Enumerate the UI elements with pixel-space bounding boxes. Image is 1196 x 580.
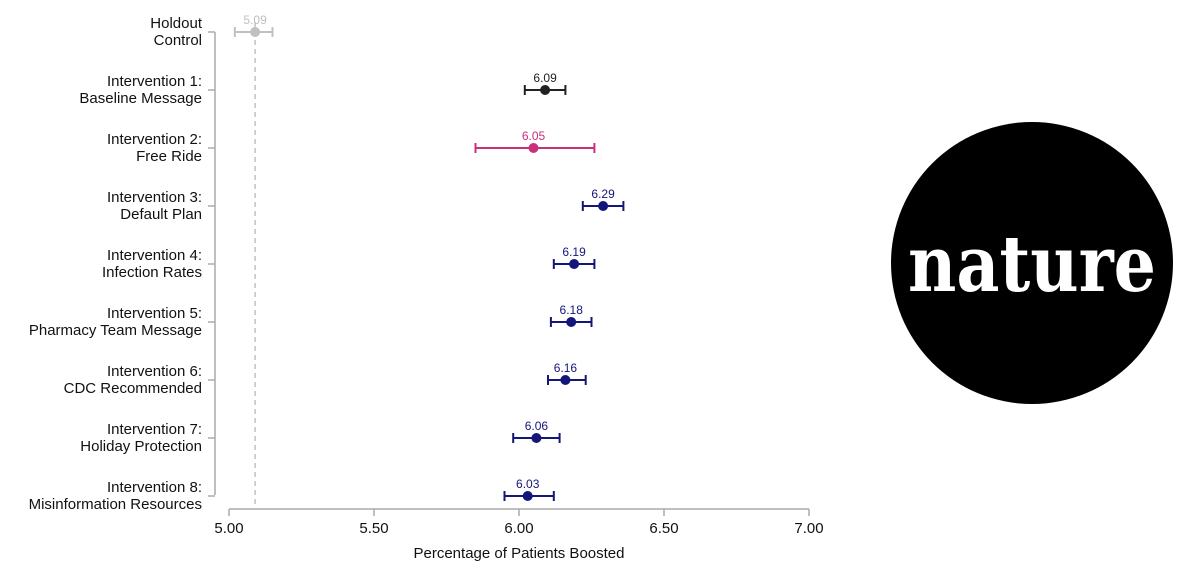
category-label-line2: CDC Recommended [64, 380, 202, 397]
value-label: 6.06 [525, 419, 549, 433]
value-label: 6.16 [554, 361, 578, 375]
value-label: 5.09 [243, 13, 267, 27]
value-label: 6.03 [516, 477, 540, 491]
value-label: 6.09 [533, 71, 557, 85]
estimate-point [540, 85, 551, 95]
x-axis-title: Percentage of Patients Boosted [414, 545, 625, 562]
category-label-line2: Control [154, 32, 202, 49]
x-tick-label: 6.50 [649, 520, 678, 537]
category-label-line2: Misinformation Resources [29, 496, 202, 513]
category-label-line2: Baseline Message [79, 90, 202, 107]
plot-marks: 5.09 6.09 6.05 6.29 6.19 6.18 6.16 6.06 6.03 [233, 13, 625, 501]
estimate-point [250, 27, 261, 37]
value-label: 6.19 [562, 245, 586, 259]
estimate-point [569, 259, 580, 269]
category-label-line2: Free Ride [136, 148, 202, 165]
estimate-point [560, 375, 571, 385]
x-tick-label: 7.00 [794, 520, 823, 537]
value-label: 6.18 [560, 303, 584, 317]
category-label-line1: Holdout [150, 15, 203, 32]
estimate-point [566, 317, 577, 327]
y-axis-ticks [208, 31, 215, 497]
category-label-line2: Infection Rates [102, 264, 202, 281]
category-label-line1: Intervention 5: [107, 305, 202, 322]
category-label-line1: Intervention 2: [107, 131, 202, 148]
value-label: 6.29 [591, 187, 615, 201]
category-label-line2: Holiday Protection [80, 438, 202, 455]
nature-logo: nature [891, 122, 1173, 404]
x-tick-label: 5.50 [359, 520, 388, 537]
nature-logo-circle [891, 122, 1173, 404]
category-label-line1: Intervention 3: [107, 189, 202, 206]
category-label-line1: Intervention 6: [107, 363, 202, 380]
x-axis-ticks: 5.00 5.50 6.00 6.50 7.00 [214, 509, 824, 537]
category-label-line2: Pharmacy Team Message [29, 322, 202, 339]
category-label-line1: Intervention 4: [107, 247, 202, 264]
category-label-line1: Intervention 7: [107, 421, 202, 438]
estimate-point [531, 433, 542, 443]
nature-logo-text: nature [908, 219, 1156, 310]
category-label-line1: Intervention 8: [107, 479, 202, 496]
x-tick-label: 6.00 [504, 520, 533, 537]
estimate-point [522, 491, 533, 501]
category-label-line2: Default Plan [120, 206, 202, 223]
estimate-point [528, 143, 539, 153]
estimate-point [598, 201, 609, 211]
value-label: 6.05 [522, 129, 546, 143]
category-label-line1: Intervention 1: [107, 73, 202, 90]
x-tick-label: 5.00 [214, 520, 243, 537]
